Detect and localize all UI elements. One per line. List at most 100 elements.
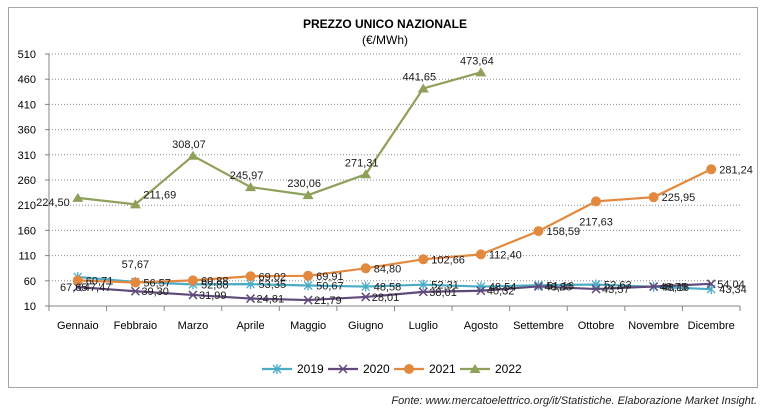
marker-circle [245,271,256,282]
source-note: Fonte: www.mercatoelettrico.org/it/Stati… [391,395,757,407]
series-2020 [73,279,716,305]
data-label: 47,47 [84,282,112,294]
marker-triangle [129,199,141,209]
data-label: 48,16 [662,282,690,294]
x-tick-label: Maggio [290,320,326,332]
marker-circle [72,275,83,286]
data-label: 40,32 [487,286,515,298]
data-label: 84,80 [374,263,402,275]
chart-title: PREZZO UNICO NAZIONALE [303,17,467,31]
marker-stroke [649,281,659,292]
y-tick-label: 60 [24,276,36,288]
y-tick-label: 160 [18,225,36,237]
data-label: 50,67 [316,281,344,293]
marker-circle [404,364,414,374]
marker-x [188,290,198,300]
data-label: 69,02 [259,271,287,283]
x-tick-label: Febbraio [114,320,157,332]
marker-x [130,286,140,296]
x-tick-label: Gennaio [57,320,99,332]
marker-stroke [246,294,256,304]
data-label: 225,95 [662,192,696,204]
data-label: 48,54 [489,282,517,294]
y-tick-label: 110 [18,251,36,263]
series-line-2020 [77,282,712,302]
marker-triangle [302,190,314,200]
marker-circle [187,275,198,286]
marker-circle [360,263,371,274]
y-tick-label: 410 [18,99,36,111]
data-label: 38,01 [429,287,457,299]
legend-label: 2019 [297,362,324,376]
marker-stroke [303,295,313,305]
x-tick-label: Dicembre [688,320,735,332]
marker-circle [706,164,717,175]
chart-frame [8,7,758,388]
data-label: 158,59 [546,226,580,238]
marker-stroke [591,284,601,294]
data-label: 217,63 [579,216,613,228]
series-2021 [72,164,717,288]
data-label: 48,75 [660,281,688,293]
x-tick-label: Settembre [513,320,564,332]
data-label: 473,64 [460,55,494,67]
data-label: 224,50 [36,197,70,209]
legend-label: 2020 [363,362,390,376]
data-label: 43,57 [602,284,630,296]
legend-label: 2021 [429,362,456,376]
data-label: 67,65 [60,282,88,294]
marker-circle [130,277,141,288]
marker-x [476,286,486,296]
marker-circle [303,270,314,281]
data-label: 56,57 [143,278,171,290]
marker-circle [475,249,486,260]
marker-circle [591,196,602,207]
data-label: 39,30 [141,286,169,298]
data-label: 245,97 [230,170,264,182]
legend-item-2020: 2020 [328,362,390,376]
marker-x [361,292,371,302]
marker-star [418,279,428,290]
marker-star [533,280,543,291]
marker-triangle [360,169,372,179]
data-label: 43,34 [719,284,747,296]
data-label: 211,69 [143,189,176,201]
marker-triangle [187,150,199,160]
data-label: 51,16 [546,280,574,292]
data-label: 271,31 [345,157,379,169]
y-tick-label: 10 [24,301,36,313]
marker-x [246,294,256,304]
data-label: 60,71 [86,275,114,287]
legend-item-2021: 2021 [394,362,456,376]
marker-stroke [476,286,486,296]
data-label: 48,80 [544,281,572,293]
x-tick-label: Marzo [178,320,209,332]
marker-x [591,284,601,294]
data-label: 112,40 [489,249,522,261]
legend-item-2022: 2022 [460,362,522,376]
y-tick-label: 260 [18,175,36,187]
data-label: 230,06 [287,178,321,190]
data-label: 60,88 [201,275,229,287]
marker-star [272,364,282,374]
y-tick-label: 460 [18,74,36,86]
marker-stroke [188,290,198,300]
y-tick-label: 360 [18,125,36,137]
marker-circle [418,254,429,265]
data-label: 31,99 [199,290,227,302]
data-label: 21,79 [314,295,342,307]
y-tick-label: 310 [18,150,36,162]
y-tick-label: 510 [18,49,36,61]
x-tick-label: Luglio [409,320,438,332]
marker-stroke [130,286,140,296]
series-line-2019 [77,275,712,291]
marker-stroke [533,281,543,291]
marker-circle [648,192,659,203]
marker-circle [533,226,544,237]
data-label: 48,58 [374,282,402,294]
series-line-2022 [77,71,482,206]
marker-triangle [469,364,481,373]
data-label: 54,04 [717,279,745,291]
data-label: 69,91 [316,271,344,283]
